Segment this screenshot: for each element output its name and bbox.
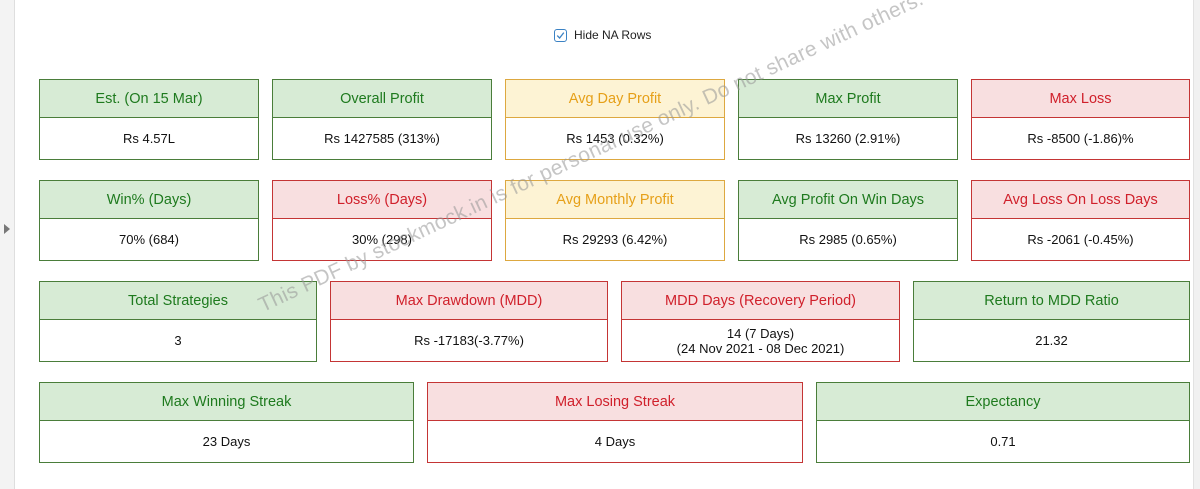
left-rail bbox=[0, 0, 15, 489]
stat-card-max-profit: Max Profit Rs 13260 (2.91%) bbox=[738, 79, 958, 160]
stat-value: 23 Days bbox=[202, 434, 251, 449]
stat-value: 14 (7 Days) bbox=[726, 325, 795, 341]
stat-card-mdd-days: MDD Days (Recovery Period) 14 (7 Days) (… bbox=[621, 281, 900, 362]
stat-value: Rs -17183(-3.77%) bbox=[414, 333, 524, 348]
stat-title: Avg Profit On Win Days bbox=[739, 181, 957, 219]
stat-card-overall-profit: Overall Profit Rs 1427585 (313%) bbox=[272, 79, 492, 160]
hide-na-rows-toggle[interactable]: Hide NA Rows bbox=[554, 27, 651, 43]
stat-title: Win% (Days) bbox=[40, 181, 258, 219]
stat-title: Return to MDD Ratio bbox=[914, 282, 1189, 320]
stat-value: Rs 1453 (0.32%) bbox=[566, 131, 664, 146]
expand-arrow-icon[interactable] bbox=[4, 224, 10, 234]
stat-title: Max Drawdown (MDD) bbox=[331, 282, 607, 320]
stat-value-recovery-range: (24 Nov 2021 - 08 Dec 2021) bbox=[676, 340, 845, 356]
stat-card-max-loss: Max Loss Rs -8500 (-1.86)% bbox=[971, 79, 1190, 160]
stat-value: Rs 29293 (6.42%) bbox=[562, 232, 668, 247]
stat-title: Max Losing Streak bbox=[428, 383, 802, 421]
stat-value: 21.32 bbox=[1035, 333, 1068, 348]
stat-card-win-pct: Win% (Days) 70% (684) bbox=[39, 180, 259, 261]
stat-title: Expectancy bbox=[817, 383, 1189, 421]
stat-card-avg-day-profit: Avg Day Profit Rs 1453 (0.32%) bbox=[505, 79, 725, 160]
stat-value: Rs 13260 (2.91%) bbox=[795, 131, 901, 146]
stat-card-avg-monthly-profit: Avg Monthly Profit Rs 29293 (6.42%) bbox=[505, 180, 725, 261]
stat-card-max-losing-streak: Max Losing Streak 4 Days bbox=[427, 382, 803, 463]
stat-value: 3 bbox=[174, 333, 182, 348]
stat-card-loss-pct: Loss% (Days) 30% (298) bbox=[272, 180, 492, 261]
stat-card-avg-profit-win-days: Avg Profit On Win Days Rs 2985 (0.65%) bbox=[738, 180, 958, 261]
stat-card-max-winning-streak: Max Winning Streak 23 Days bbox=[39, 382, 414, 463]
stat-value: 0.71 bbox=[990, 434, 1016, 449]
stat-title: Total Strategies bbox=[40, 282, 316, 320]
stat-value: Rs 4.57L bbox=[122, 131, 176, 146]
stat-title: Max Profit bbox=[739, 80, 957, 118]
checkbox-checked-icon[interactable] bbox=[554, 28, 567, 42]
stat-card-est: Est. (On 15 Mar) Rs 4.57L bbox=[39, 79, 259, 160]
stat-title: Avg Day Profit bbox=[506, 80, 724, 118]
stat-card-max-drawdown: Max Drawdown (MDD) Rs -17183(-3.77%) bbox=[330, 281, 608, 362]
stat-title: Max Winning Streak bbox=[40, 383, 413, 421]
stat-card-total-strategies: Total Strategies 3 bbox=[39, 281, 317, 362]
stat-card-return-to-mdd: Return to MDD Ratio 21.32 bbox=[913, 281, 1190, 362]
stat-value: 70% (684) bbox=[119, 232, 179, 247]
scrollbar-track[interactable] bbox=[1193, 0, 1200, 489]
stat-title: Overall Profit bbox=[273, 80, 491, 118]
stat-value: 4 Days bbox=[594, 434, 636, 449]
stat-card-expectancy: Expectancy 0.71 bbox=[816, 382, 1190, 463]
stat-title: MDD Days (Recovery Period) bbox=[622, 282, 899, 320]
stat-value: 30% (298) bbox=[352, 232, 412, 247]
stat-title: Avg Loss On Loss Days bbox=[972, 181, 1189, 219]
hide-na-rows-label: Hide NA Rows bbox=[574, 28, 652, 42]
stat-value: Rs -2061 (-0.45%) bbox=[1027, 232, 1134, 247]
stat-title: Loss% (Days) bbox=[273, 181, 491, 219]
stat-title: Est. (On 15 Mar) bbox=[40, 80, 258, 118]
stat-card-avg-loss-loss-days: Avg Loss On Loss Days Rs -2061 (-0.45%) bbox=[971, 180, 1190, 261]
stat-title: Max Loss bbox=[972, 80, 1189, 118]
stat-value: Rs 2985 (0.65%) bbox=[799, 232, 897, 247]
stat-value: Rs 1427585 (313%) bbox=[324, 131, 440, 146]
stat-title: Avg Monthly Profit bbox=[506, 181, 724, 219]
stat-value: Rs -8500 (-1.86)% bbox=[1027, 131, 1134, 146]
